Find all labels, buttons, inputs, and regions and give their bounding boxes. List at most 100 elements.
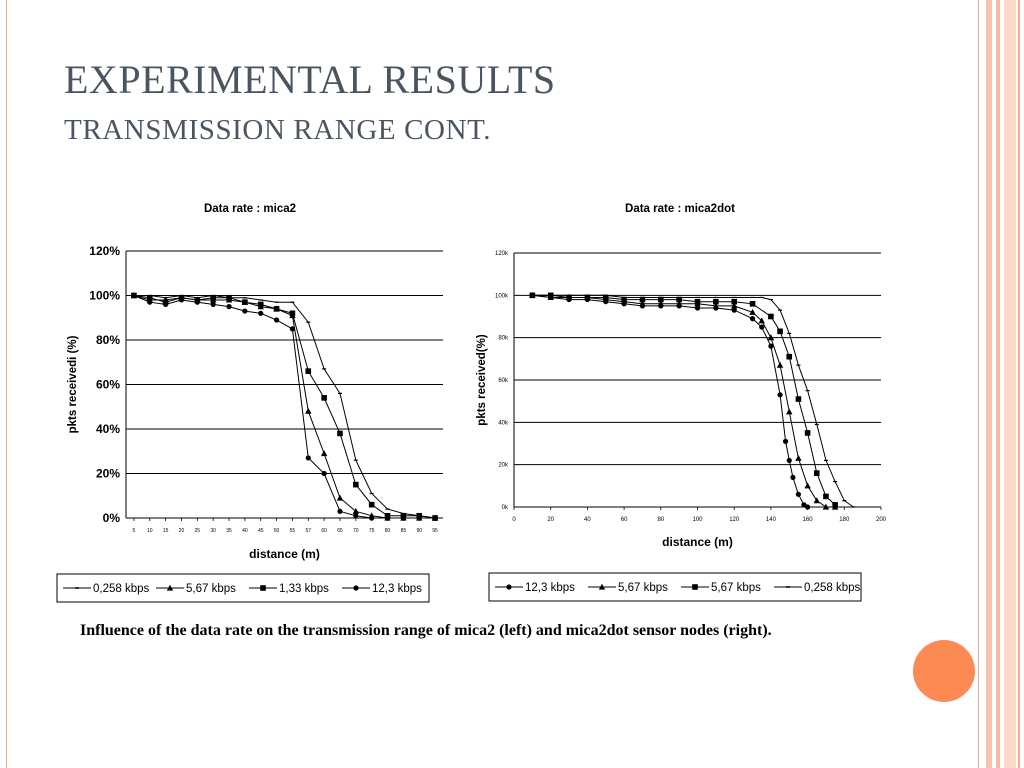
legend-marker: [506, 584, 512, 590]
x-tick-label: 5: [133, 528, 136, 534]
data-point: [712, 302, 720, 309]
data-point: [146, 294, 153, 301]
x-axis-label: distance (m): [662, 535, 733, 549]
data-point: [795, 491, 802, 497]
x-tick-label: 70: [353, 528, 359, 534]
data-point: [822, 503, 830, 510]
x-tick-label: 65: [337, 528, 343, 534]
x-tick-label: 200: [876, 517, 887, 523]
frame-left-border: [6, 0, 7, 768]
data-point: [675, 300, 683, 307]
y-tick-label: 0k: [502, 505, 509, 511]
data-point: [131, 292, 137, 299]
x-tick-label: 75: [369, 528, 375, 534]
legend-item: 0,258 kbps: [63, 583, 150, 595]
data-point: [758, 317, 765, 324]
x-tick-label: 25: [195, 528, 201, 534]
data-point: [337, 430, 343, 437]
y-tick-label: 40k: [498, 420, 509, 426]
data-point: [767, 334, 775, 341]
x-tick-label: 120: [729, 517, 740, 523]
legend: 12,3 kbps 5,67 kbps 5,67 kbps 0,258 kbps: [488, 572, 862, 602]
legend-label: 0,258 kbps: [93, 583, 150, 595]
data-point: [790, 474, 796, 480]
y-tick-label: 80%: [96, 333, 120, 347]
x-tick-label: 55: [290, 528, 296, 534]
data-point: [768, 343, 774, 349]
data-point: [731, 302, 738, 309]
data-point: [795, 454, 802, 461]
y-tick-label: 40%: [96, 422, 120, 436]
series-line: [532, 294, 836, 508]
legend-label: 12,3 kbps: [372, 583, 422, 595]
data-point: [749, 316, 756, 322]
legend-label: 1,33 kbps: [279, 583, 329, 595]
data-point: [289, 326, 296, 332]
data-point: [804, 482, 811, 489]
data-point: [813, 470, 820, 476]
data-point: [658, 296, 664, 303]
y-tick-label: 60k: [498, 378, 509, 384]
x-tick-label: 90: [416, 528, 422, 534]
data-point: [759, 324, 765, 330]
data-point: [163, 301, 169, 307]
x-tick-label: 10: [147, 528, 153, 534]
data-point: [321, 395, 327, 401]
data-point: [242, 299, 248, 305]
x-tick-label: 15: [163, 528, 169, 534]
y-tick-label: 100%: [89, 289, 120, 303]
chart-mica2dot: Data rate : mica2dot 0k 20k 40k 60k 80k 100k 12…: [470, 190, 900, 602]
data-point: [226, 304, 232, 310]
data-point: [226, 294, 232, 301]
y-tick-label: 80k: [498, 336, 509, 342]
data-point: [352, 507, 360, 514]
figure-caption: Influence of the data rate on the transm…: [80, 622, 772, 639]
series-4: [131, 292, 438, 521]
chart-background: [57, 190, 429, 568]
legend-item: 12,3 kbps: [495, 582, 575, 594]
data-point: [416, 515, 422, 521]
x-tick-label: 80: [657, 517, 664, 523]
data-point: [368, 501, 375, 508]
data-point: [786, 408, 793, 415]
data-point: [353, 481, 359, 488]
data-point: [777, 392, 783, 398]
data-point: [804, 430, 811, 436]
legend-label: 5,67 kbps: [618, 582, 668, 594]
data-point: [305, 455, 311, 461]
y-tick-label: 0%: [103, 511, 121, 525]
data-point: [676, 296, 682, 303]
legend-marker: [260, 585, 266, 591]
x-tick-label: 85: [401, 528, 407, 534]
data-point: [257, 301, 264, 308]
x-tick-label: 100: [692, 517, 703, 523]
data-point: [242, 308, 248, 314]
data-point: [369, 515, 375, 521]
data-point: [713, 298, 719, 305]
data-point: [336, 494, 344, 501]
data-point: [749, 308, 756, 315]
data-point: [777, 328, 783, 335]
chart-title: Data rate : mica2: [204, 203, 296, 215]
data-point: [795, 396, 802, 402]
data-point: [621, 296, 627, 303]
x-tick-label: 57: [305, 528, 311, 534]
data-point: [432, 515, 438, 521]
data-point: [584, 294, 591, 301]
data-point: [786, 457, 792, 464]
legend-marker: [598, 583, 606, 590]
data-point: [147, 299, 153, 305]
chart-background: [470, 190, 900, 568]
data-point: [194, 299, 200, 305]
legend-item: 0,258 kbps: [774, 582, 861, 594]
x-tick-label: 0: [512, 517, 516, 523]
series-line: [133, 295, 436, 519]
legend-item: 5,67 kbps: [681, 582, 761, 594]
data-point: [305, 368, 312, 374]
data-point: [602, 294, 609, 301]
legend-label: 5,67 kbps: [186, 583, 236, 595]
data-point: [749, 301, 756, 307]
x-tick-label: 50: [274, 528, 280, 534]
data-point: [400, 515, 406, 521]
